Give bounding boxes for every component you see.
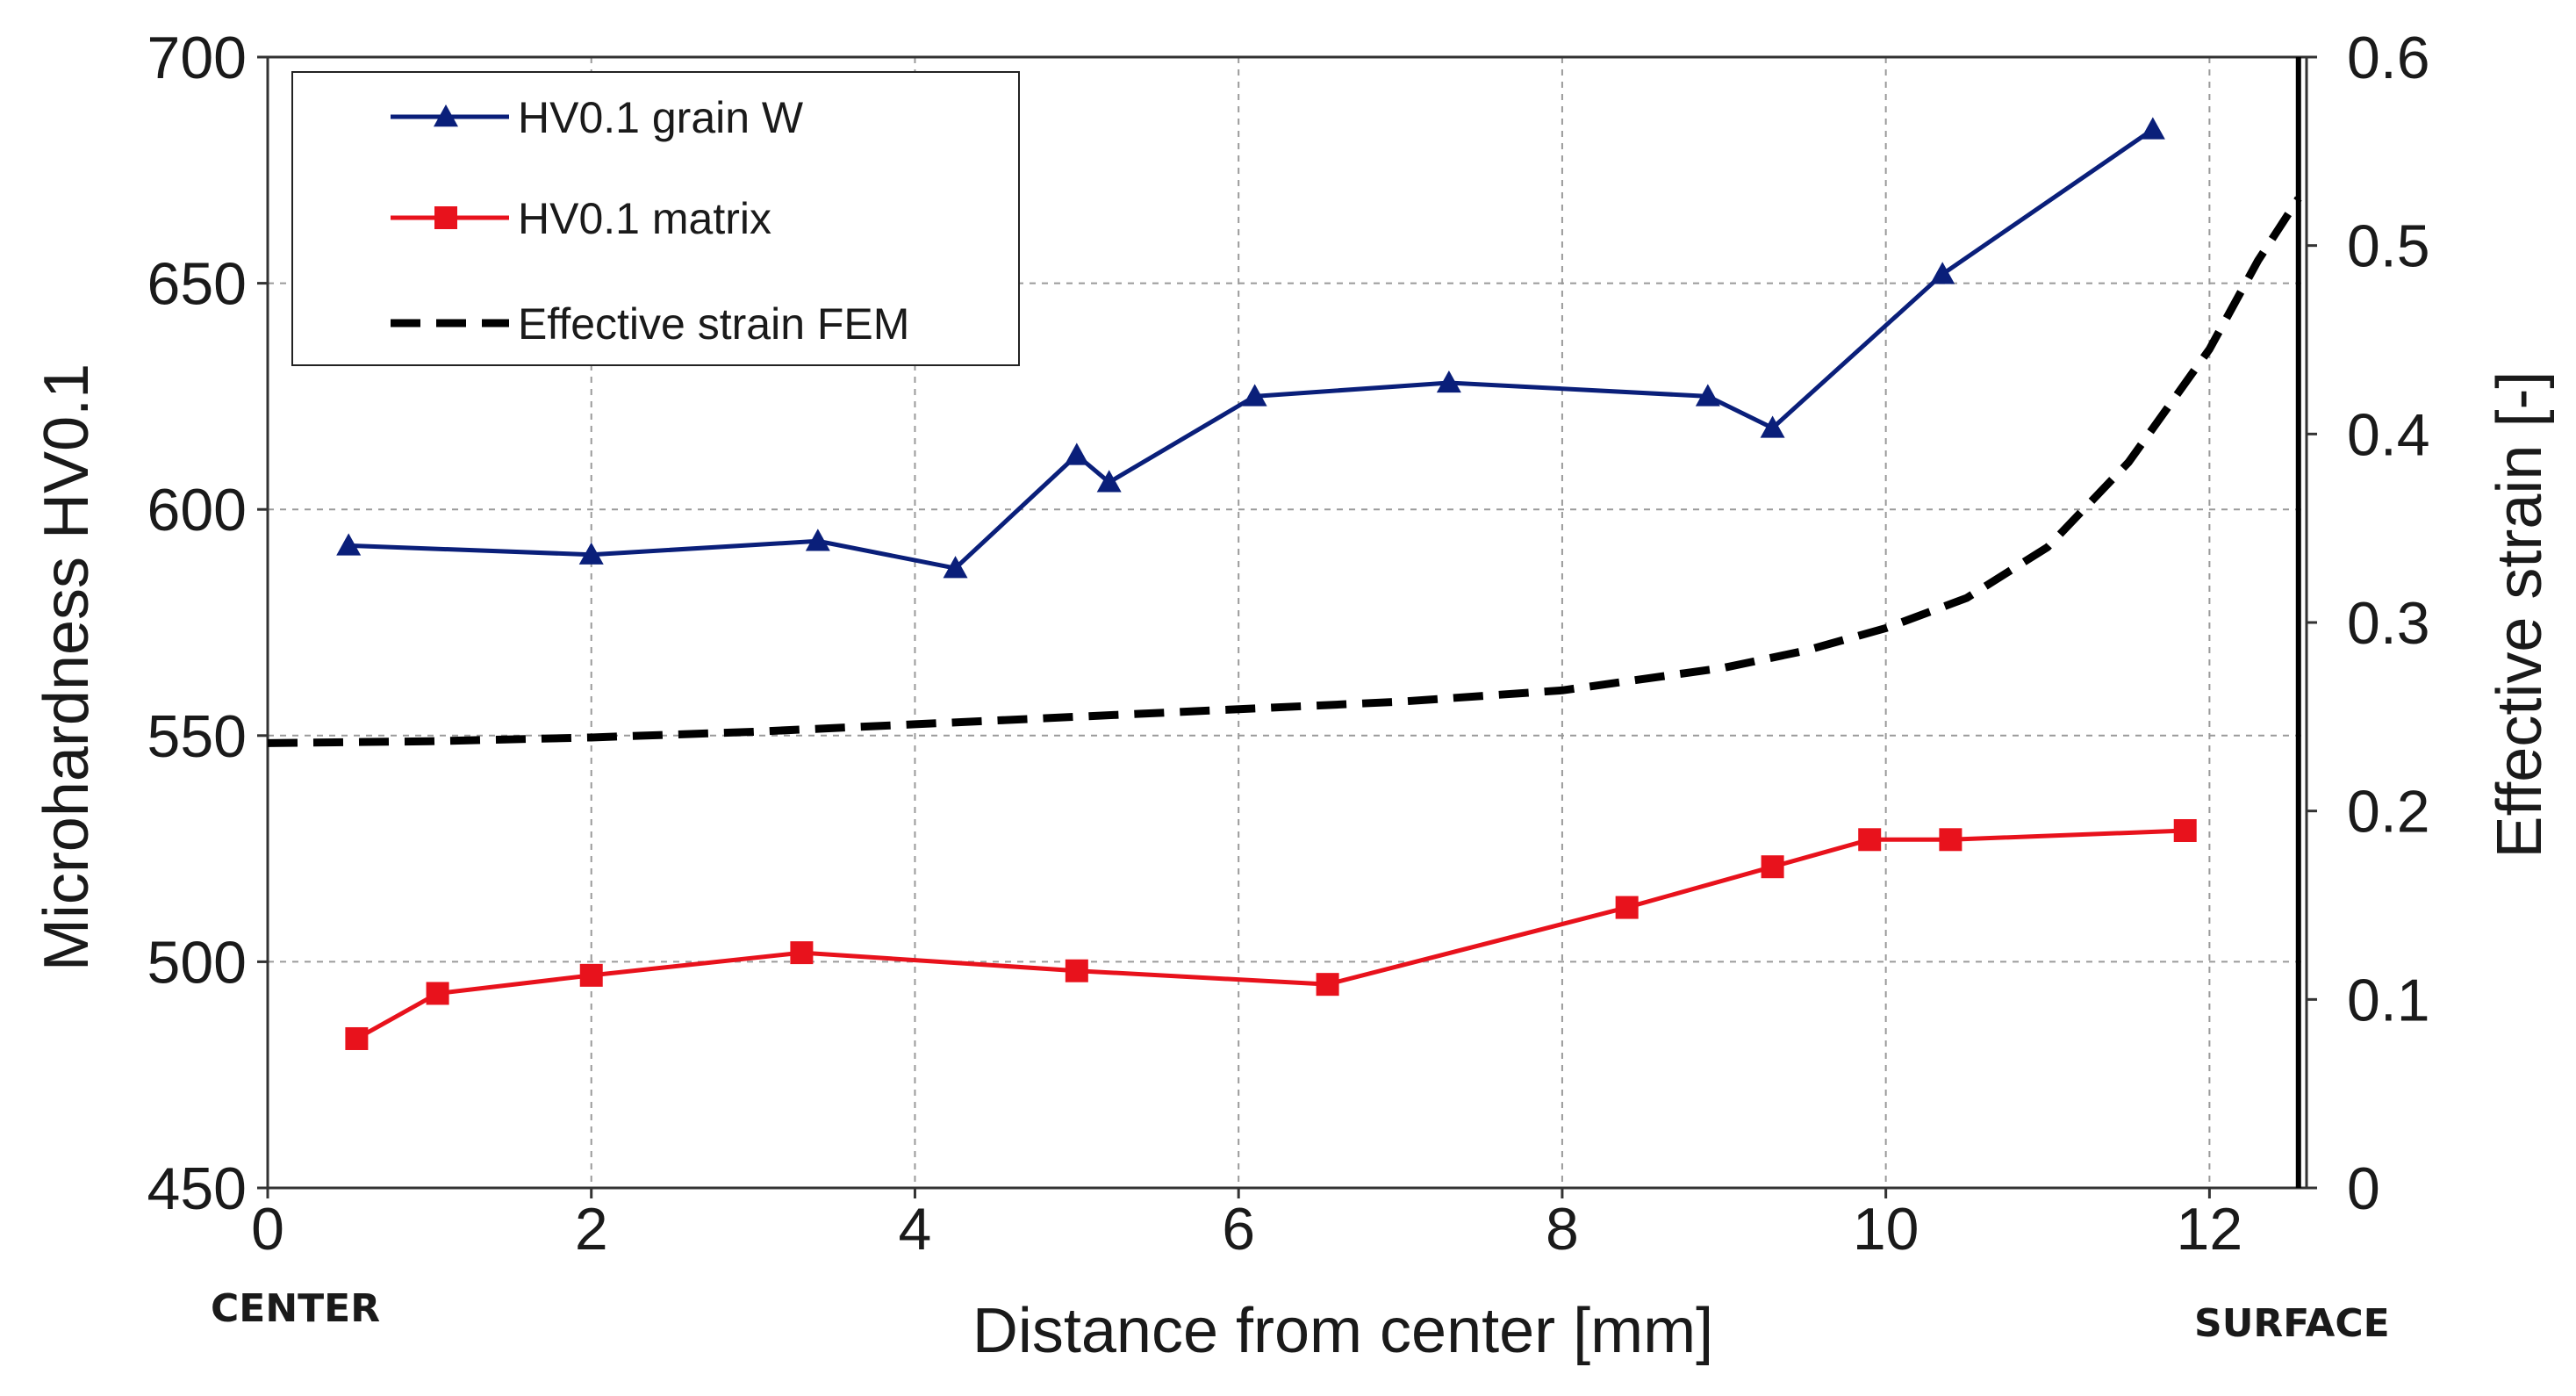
legend-label-0: HV0.1 grain W xyxy=(518,93,804,142)
data-point-1-2 xyxy=(579,963,603,987)
y-tick-label: 450 xyxy=(147,1155,247,1222)
data-point-0-9 xyxy=(1760,415,1785,438)
x-tick-label: 6 xyxy=(1222,1196,1255,1263)
data-point-1-5 xyxy=(1316,973,1339,997)
x-tick-label: 2 xyxy=(575,1196,608,1263)
legend-label-2: Effective strain FEM xyxy=(518,299,909,349)
series-0 xyxy=(336,117,2165,579)
y2-tick-label: 0.5 xyxy=(2347,213,2430,280)
y2-tick-label: 0 xyxy=(2347,1155,2380,1222)
data-point-0-0 xyxy=(336,533,362,556)
data-point-1-4 xyxy=(1065,959,1088,982)
y-tick-label: 500 xyxy=(147,929,247,996)
series-1 xyxy=(345,818,2197,1050)
data-point-0-6 xyxy=(1242,384,1267,407)
center-annotation: CENTER xyxy=(211,1286,380,1331)
axes: 0 2 4 6 8 10 12 450 500 550 600 650 700 0 0.1 0.2 0.3 0.4… xyxy=(147,25,2430,1263)
data-point-0-11 xyxy=(2140,117,2165,140)
data-point-0-3 xyxy=(943,556,968,579)
y-tick-label: 550 xyxy=(147,703,247,770)
data-point-1-6 xyxy=(1615,896,1639,919)
x-tick-label: 10 xyxy=(1853,1196,1919,1263)
data-point-0-10 xyxy=(1930,262,1955,284)
legend-marker-0 xyxy=(434,104,458,127)
data-point-1-9 xyxy=(1939,828,1962,852)
series-line-2 xyxy=(267,196,2302,747)
data-point-0-5 xyxy=(1096,470,1122,493)
surface-annotation: SURFACE xyxy=(2194,1301,2390,1346)
data-point-1-0 xyxy=(345,1026,369,1050)
y-tick-label: 600 xyxy=(147,477,247,543)
data-point-1-1 xyxy=(426,982,449,1005)
y-axis-title: Microhardness HV0.1 xyxy=(32,363,102,971)
y2-tick-label: 0.3 xyxy=(2347,590,2430,657)
series-2 xyxy=(267,196,2302,747)
series-line-0 xyxy=(348,127,2155,571)
data-point-0-2 xyxy=(805,529,830,551)
legend: HV0.1 grain W HV0.1 matrix Effective strai… xyxy=(291,71,1020,366)
data-point-0-7 xyxy=(1436,370,1461,393)
y2-axis-title: Effective strain [-] xyxy=(2485,371,2555,859)
legend-label-1: HV0.1 matrix xyxy=(518,194,771,243)
x-axis-title: Distance from center [mm] xyxy=(972,1296,1713,1366)
data-point-1-3 xyxy=(790,941,814,965)
x-tick-label: 8 xyxy=(1546,1196,1579,1263)
data-point-1-8 xyxy=(1858,828,1882,852)
data-point-0-4 xyxy=(1064,443,1089,465)
series-layer xyxy=(267,117,2302,1050)
data-point-0-1 xyxy=(578,542,604,565)
y-tick-label: 700 xyxy=(147,25,247,91)
y2-tick-label: 0.4 xyxy=(2347,401,2430,468)
y2-tick-label: 0.6 xyxy=(2347,25,2430,91)
data-point-0-8 xyxy=(1695,384,1720,407)
x-tick-label: 12 xyxy=(2177,1196,2243,1263)
y2-tick-label: 0.1 xyxy=(2347,967,2430,1033)
legend-marker-1 xyxy=(434,206,457,229)
data-point-1-7 xyxy=(1761,855,1784,879)
y2-tick-label: 0.2 xyxy=(2347,779,2430,846)
x-tick-label: 0 xyxy=(251,1196,284,1263)
y-tick-label: 650 xyxy=(147,251,247,318)
x-tick-label: 4 xyxy=(899,1196,932,1263)
data-point-1-10 xyxy=(2173,818,2197,842)
